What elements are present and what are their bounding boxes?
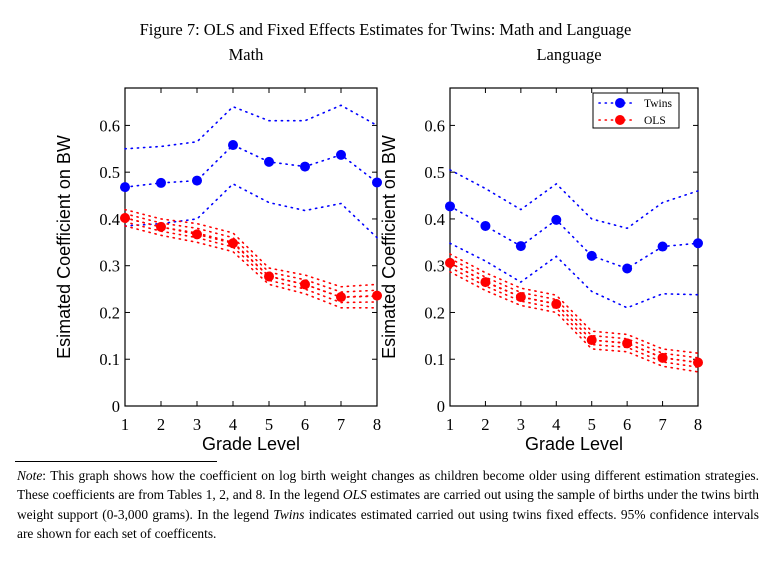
legend-marker xyxy=(615,115,625,125)
twins-point xyxy=(228,140,238,151)
x-tick-label: 1 xyxy=(121,415,129,434)
twins-line xyxy=(449,205,699,270)
legend-marker xyxy=(615,98,625,108)
note-ols: OLS xyxy=(342,487,367,503)
y-tick-label: 0.1 xyxy=(424,350,445,369)
twins-ci-lower xyxy=(449,242,699,309)
twins-point xyxy=(300,161,310,172)
y-tick-label: 0.5 xyxy=(99,163,120,182)
y-tick-label: 0 xyxy=(112,397,120,416)
twins-point xyxy=(264,156,274,167)
twins-line xyxy=(124,144,378,188)
x-tick-label: 8 xyxy=(694,415,702,434)
y-tick-label: 0 xyxy=(437,397,445,416)
x-tick-label: 3 xyxy=(517,415,525,434)
ols-ci-band xyxy=(124,212,378,293)
note-text: indicates estimated carried out using tw… xyxy=(17,506,759,542)
y-axis-label: Esimated Coefficient on BW xyxy=(379,135,399,359)
ols-point xyxy=(693,357,703,368)
y-tick-label: 0.2 xyxy=(99,303,120,322)
y-tick-label: 0.2 xyxy=(424,303,445,322)
ols-point xyxy=(228,238,238,249)
legend-box xyxy=(592,92,680,129)
ols-point xyxy=(336,292,346,303)
panel-title: Language xyxy=(536,45,601,64)
twins-ci-upper xyxy=(124,104,378,150)
x-tick-label: 7 xyxy=(337,415,345,434)
x-tick-label: 3 xyxy=(193,415,201,434)
y-tick-label: 0.4 xyxy=(99,210,120,229)
ols-point xyxy=(445,257,455,268)
twins-point xyxy=(156,177,166,188)
x-axis-label: Grade Level xyxy=(202,434,300,454)
note-text: estimates are carried out using the samp… xyxy=(17,487,759,522)
twins-point xyxy=(336,149,346,160)
ols-point xyxy=(264,271,274,282)
twins-point xyxy=(693,238,703,249)
x-tick-label: 5 xyxy=(265,415,273,434)
twins-point xyxy=(120,182,130,193)
plot-frame xyxy=(124,87,378,407)
x-tick-label: 2 xyxy=(481,415,489,434)
legend: Twins OLS xyxy=(592,92,680,129)
note-twins: Twins xyxy=(273,506,305,522)
x-tick-label: 8 xyxy=(373,415,381,434)
twins-point xyxy=(515,241,526,252)
note-divider xyxy=(15,461,217,462)
y-tick-label: 0.6 xyxy=(99,116,120,135)
twins-point xyxy=(445,201,455,212)
legend-label: Twins xyxy=(644,98,672,110)
twins-point xyxy=(480,220,491,231)
y-tick-label: 0.3 xyxy=(99,257,120,276)
twins-point xyxy=(192,175,202,186)
twins-point xyxy=(622,263,633,274)
ols-point xyxy=(657,352,668,363)
ols-point xyxy=(120,213,130,224)
y-tick-label: 0.3 xyxy=(424,257,445,276)
legend-label: OLS xyxy=(644,115,666,127)
twins-point xyxy=(372,177,382,188)
ols-ci-band xyxy=(124,216,378,299)
x-tick-label: 4 xyxy=(229,415,237,434)
ols-ci-upper xyxy=(124,208,378,288)
twins-ci-upper xyxy=(449,169,699,230)
ols-point xyxy=(300,279,310,290)
chart-panel-language: Language 0 0.1 0.2 0.3 0.4 0.5 0.6 1 2 3 4 5 6 7 8 Grade… xyxy=(379,45,703,454)
twins-point xyxy=(551,214,562,225)
ols-point xyxy=(372,290,382,301)
figure-charts: Math 0 0.1 0.2 0.3 0.4 0.5 0.6 1 2 3 4 5 6 7 8 Grade Lev… xyxy=(54,45,703,454)
twins-point xyxy=(586,250,597,261)
ols-point xyxy=(551,299,562,310)
twins-ci-lower xyxy=(124,182,378,239)
ols-ci-lower xyxy=(124,225,378,309)
ols-ci-band xyxy=(124,221,378,304)
ols-ci-upper xyxy=(449,253,699,354)
note-label: Note xyxy=(17,468,43,483)
ols-point xyxy=(515,292,526,303)
ols-point xyxy=(156,221,166,232)
x-tick-label: 6 xyxy=(623,415,631,434)
twins-point xyxy=(657,241,668,252)
note-text: : This graph shows how the coefficient o… xyxy=(17,468,759,503)
figure-note: Note: This graph shows how the coefficie… xyxy=(17,466,759,544)
panel-title: Math xyxy=(229,45,265,64)
x-tick-label: 5 xyxy=(588,415,596,434)
figure-title: Figure 7: OLS and Fixed Effects Estimate… xyxy=(139,20,632,39)
y-tick-label: 0.6 xyxy=(424,116,445,135)
y-tick-label: 0.5 xyxy=(424,163,445,182)
ols-point xyxy=(586,335,597,346)
ols-point xyxy=(480,277,491,288)
x-tick-label: 1 xyxy=(446,415,454,434)
x-tick-label: 7 xyxy=(658,415,666,434)
y-tick-label: 0.1 xyxy=(99,350,120,369)
y-axis-label: Esimated Coefficient on BW xyxy=(54,135,74,359)
chart-panel-math: Math 0 0.1 0.2 0.3 0.4 0.5 0.6 1 2 3 4 5 6 7 8 Grade Lev… xyxy=(54,45,382,454)
x-tick-label: 6 xyxy=(301,415,309,434)
ols-point xyxy=(622,338,633,349)
ols-point xyxy=(192,229,202,240)
x-tick-label: 4 xyxy=(552,415,560,434)
x-axis-label: Grade Level xyxy=(525,434,623,454)
x-tick-label: 2 xyxy=(157,415,165,434)
y-tick-label: 0.4 xyxy=(424,210,445,229)
